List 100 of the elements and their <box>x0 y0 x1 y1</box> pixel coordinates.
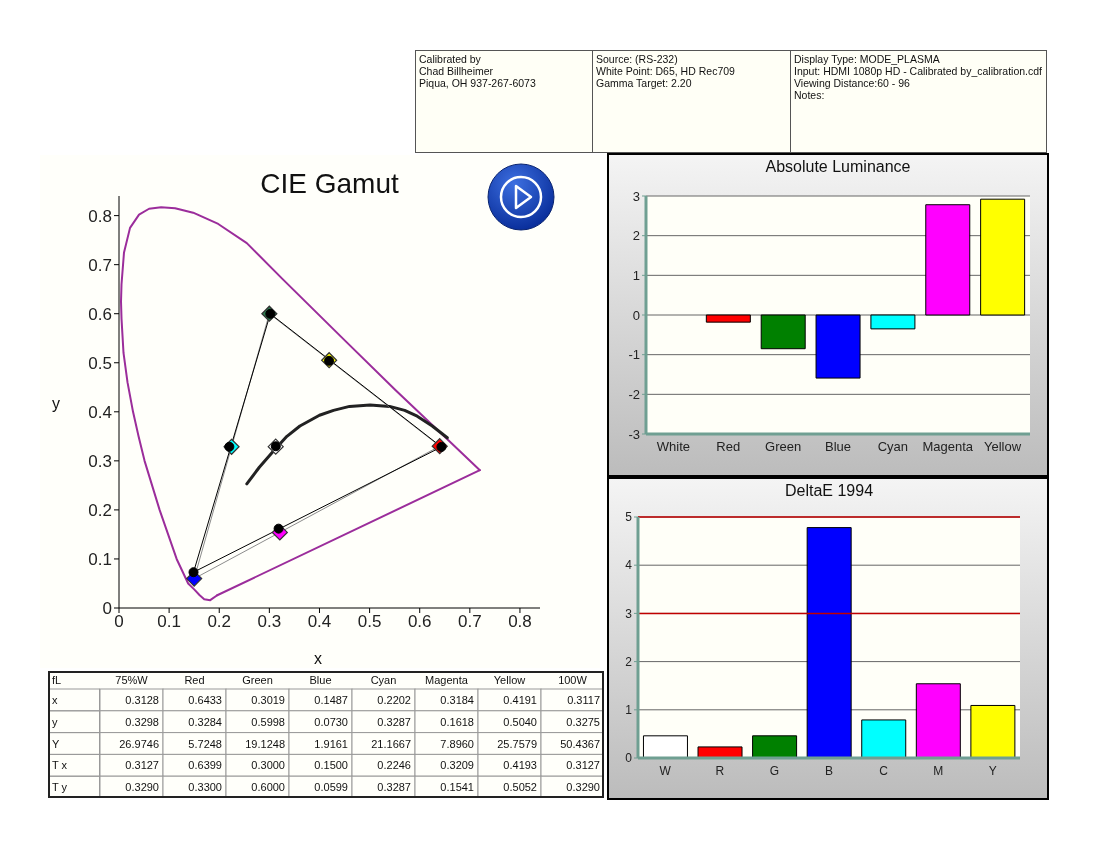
x-tick-label: 0.3 <box>257 612 282 632</box>
y-tick-label: -3 <box>628 426 640 442</box>
data-label: 0.3287 <box>377 781 411 794</box>
y-tick-label: 1 <box>625 703 633 718</box>
data-label: 0.1541 <box>440 781 474 794</box>
x-tick-label: White <box>656 439 691 455</box>
data-label: 19.1248 <box>245 737 285 750</box>
data-label: 25.7579 <box>497 737 537 750</box>
data-label: 0.5998 <box>251 715 285 728</box>
data-label: 0.2246 <box>377 759 411 772</box>
x-tick-label: Blue <box>824 439 852 455</box>
y-tick-label: 5 <box>625 510 633 525</box>
source-note: Source: (RS-232) White Point: D65, HD Rec709 Gamma Target: 2.20 <box>596 53 736 89</box>
data-label: 0.3275 <box>566 715 600 728</box>
data-label: 0.3287 <box>377 715 411 728</box>
y-tick-label: 3 <box>632 188 640 204</box>
x-tick-label: 0.6 <box>407 612 432 632</box>
text: Calibrated by Chad Billheimer Piqua, OH 937-267-6073 <box>419 53 537 89</box>
y-tick-label: 0.1 <box>88 549 112 569</box>
data-label: 50.4367 <box>560 737 600 750</box>
x-tick-label: C <box>879 763 889 778</box>
y-tick-label: 0.7 <box>88 255 112 275</box>
data-label: 0.0730 <box>314 715 348 728</box>
x-tick-label: Magenta <box>425 674 469 686</box>
y-tick-label: 0.5 <box>88 353 112 373</box>
text: Display Type: MODE_PLASMA Input: HDMI 1080p HD - Calibrated by_calibration.cdf Viewing Distance:60 - 96 Notes: <box>794 53 1043 101</box>
data-label: 0.3298 <box>125 715 159 728</box>
data-label: 7.8960 <box>440 737 474 750</box>
data-label: 0.6399 <box>188 759 222 772</box>
y-tick-label: -2 <box>628 386 640 402</box>
x-tick-label: Green <box>242 674 273 686</box>
y-tick-label: Y <box>52 737 60 750</box>
data-label: 0.5052 <box>503 781 537 794</box>
x-tick-label: 75%W <box>115 674 149 686</box>
y-tick-label: 0 <box>625 751 633 766</box>
x-tick-label: 0.2 <box>207 612 232 632</box>
x-tick-label: 0.5 <box>357 612 382 632</box>
y-tick-label: -1 <box>628 347 640 363</box>
data-label: 0.1500 <box>314 759 348 772</box>
x-tick-label: B <box>824 763 834 778</box>
x-tick-label: W <box>659 763 672 778</box>
y-tick-label: 4 <box>625 558 633 573</box>
data-label: 0.3117 <box>567 693 600 706</box>
y-tick-label: 1 <box>632 267 640 283</box>
data-label: 21.1667 <box>371 737 411 750</box>
x-tick-label: Red <box>184 674 205 686</box>
data-label: 0.6000 <box>251 781 285 794</box>
data-label: 0.3127 <box>125 759 159 772</box>
y-tick-label: x <box>52 693 58 706</box>
data-label: 0.1487 <box>314 693 348 706</box>
data-label: 0.1618 <box>440 715 474 728</box>
x-tick-label: 100W <box>558 674 588 686</box>
y-tick-label: y <box>52 715 58 728</box>
x-tick-label: Magenta <box>922 439 974 455</box>
y-tick-label: T x <box>52 759 68 772</box>
data-label: 0.3128 <box>125 693 159 706</box>
y-tick-label: 3 <box>625 606 633 621</box>
x-tick-label: R <box>715 763 725 778</box>
data-label: 0.3127 <box>566 759 600 772</box>
data-label: 0.3284 <box>188 715 222 728</box>
data-label: 0.3184 <box>440 693 474 706</box>
y-tick-label: 0.2 <box>88 500 112 520</box>
data-label: 0.3000 <box>251 759 285 772</box>
data-label: 26.9746 <box>119 737 159 750</box>
data-label: 0.6433 <box>188 693 222 706</box>
data-label: 0.3019 <box>251 693 285 706</box>
data-label: 0.3300 <box>188 781 222 794</box>
data-label: 5.7248 <box>188 737 222 750</box>
x-axis-title: x <box>313 650 323 668</box>
chart-title: CIE Gamut <box>259 168 400 200</box>
x-tick-label: 0.4 <box>307 612 332 632</box>
y-tick-label: 0 <box>102 599 112 619</box>
chart-title: Absolute Luminance <box>764 158 912 176</box>
data-label: 0.3290 <box>125 781 159 794</box>
chart-title: DeltaE 1994 <box>783 482 875 500</box>
y-tick-label: 0.6 <box>88 304 112 324</box>
y-tick-label: 2 <box>625 654 633 669</box>
y-tick-label: T y <box>52 781 68 794</box>
data-label: 0.2202 <box>377 693 411 706</box>
y-tick-label: 2 <box>632 228 640 244</box>
x-tick-label: Green <box>765 439 802 455</box>
x-tick-label: 0.1 <box>157 612 181 632</box>
x-tick-label: Cyan <box>370 674 397 686</box>
y-tick-label: 0.8 <box>88 206 112 226</box>
x-tick-label: 0.8 <box>508 612 532 632</box>
x-tick-label: Yellow <box>493 674 526 686</box>
x-tick-label: G <box>769 763 780 778</box>
data-label: 0.4191 <box>503 693 537 706</box>
data-label: 0.5040 <box>503 715 537 728</box>
data-label: 0.3290 <box>566 781 600 794</box>
x-tick-label: Yellow <box>984 439 1022 455</box>
y-tick-label: 0 <box>632 307 640 323</box>
x-tick-label: M <box>933 763 944 778</box>
data-label: 0.0599 <box>314 781 348 794</box>
data-label: 0.4193 <box>503 759 537 772</box>
x-tick-label: Y <box>988 763 997 778</box>
annotation: fL <box>52 674 62 686</box>
x-tick-label: Cyan <box>877 439 909 455</box>
x-tick-label: Blue <box>309 674 332 686</box>
data-label: 0.3209 <box>440 759 474 772</box>
